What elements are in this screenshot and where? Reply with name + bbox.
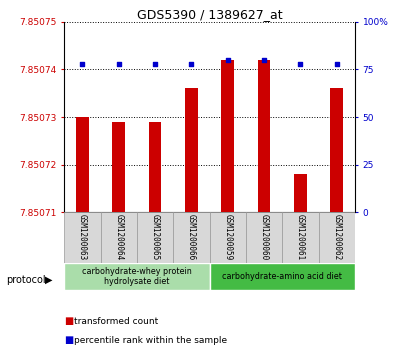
Bar	[185, 89, 198, 212]
Bar	[258, 60, 271, 212]
Point	[333, 61, 340, 66]
Bar	[76, 117, 89, 212]
Point	[225, 57, 231, 63]
Bar	[112, 122, 125, 212]
Point	[297, 61, 304, 66]
Bar	[319, 212, 355, 263]
Bar	[64, 263, 210, 290]
Point	[115, 61, 122, 66]
Text: ▶: ▶	[45, 275, 52, 285]
Bar	[221, 60, 234, 212]
Text: GSM1200065: GSM1200065	[151, 214, 160, 260]
Point	[79, 61, 86, 66]
Text: GSM1200064: GSM1200064	[114, 214, 123, 260]
Text: GSM1200060: GSM1200060	[259, 214, 269, 260]
Title: GDS5390 / 1389627_at: GDS5390 / 1389627_at	[137, 8, 282, 21]
Text: ■: ■	[64, 316, 73, 326]
Text: ■: ■	[64, 335, 73, 346]
Bar	[282, 212, 319, 263]
Point	[188, 61, 195, 66]
Text: carbohydrate-whey protein
hydrolysate diet: carbohydrate-whey protein hydrolysate di…	[82, 267, 192, 286]
Point	[261, 57, 267, 63]
Bar	[64, 212, 101, 263]
Text: GSM1200062: GSM1200062	[332, 214, 341, 260]
Bar	[246, 212, 282, 263]
Text: percentile rank within the sample: percentile rank within the sample	[74, 336, 227, 345]
Bar	[173, 212, 210, 263]
Text: transformed count: transformed count	[74, 317, 158, 326]
Bar	[149, 122, 161, 212]
Text: carbohydrate-amino acid diet: carbohydrate-amino acid diet	[222, 272, 342, 281]
Bar	[210, 212, 246, 263]
Bar	[210, 263, 355, 290]
Bar	[137, 212, 173, 263]
Text: GSM1200063: GSM1200063	[78, 214, 87, 260]
Text: protocol: protocol	[6, 275, 46, 285]
Bar	[294, 174, 307, 212]
Point	[152, 61, 159, 66]
Text: GSM1200061: GSM1200061	[296, 214, 305, 260]
Bar	[100, 212, 137, 263]
Text: GSM1200066: GSM1200066	[187, 214, 196, 260]
Bar	[330, 89, 343, 212]
Text: GSM1200059: GSM1200059	[223, 214, 232, 260]
